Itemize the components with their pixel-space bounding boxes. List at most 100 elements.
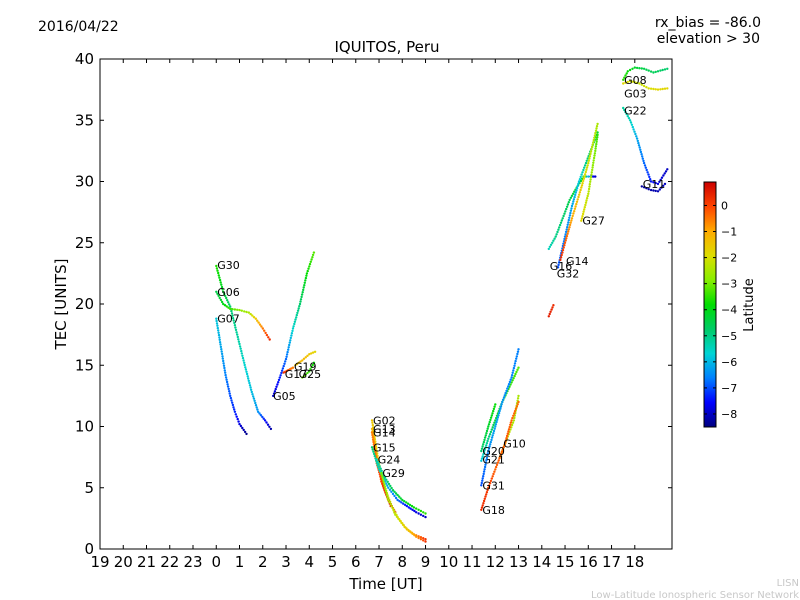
tec-point xyxy=(483,436,487,439)
tec-point xyxy=(625,72,628,75)
tec-point xyxy=(492,407,496,411)
tec-point xyxy=(584,170,587,174)
tec-point xyxy=(642,67,646,71)
tec-point xyxy=(226,385,230,388)
tec-point xyxy=(549,310,552,313)
tec-point xyxy=(588,185,591,188)
tec-point xyxy=(576,184,579,188)
tec-point xyxy=(506,432,509,435)
tec-point xyxy=(391,489,395,492)
tec-point xyxy=(556,230,559,234)
tec-point xyxy=(233,321,236,325)
tec-point xyxy=(245,310,248,314)
tec-point xyxy=(417,535,420,538)
tec-point xyxy=(226,383,229,386)
tec-point xyxy=(233,308,237,311)
tec-point xyxy=(552,304,555,307)
tec-point xyxy=(417,508,420,511)
tec-point xyxy=(639,150,643,154)
satellite-label: G07 xyxy=(217,313,240,326)
tec-point xyxy=(574,193,577,197)
tec-point xyxy=(510,376,513,379)
tec-point xyxy=(493,427,496,430)
tec-point xyxy=(516,352,519,356)
tec-point xyxy=(232,319,235,322)
tec-point xyxy=(585,168,588,171)
tec-point xyxy=(588,183,591,186)
tec-point xyxy=(388,500,391,504)
tec-point xyxy=(277,381,280,384)
tec-point xyxy=(220,350,223,353)
tec-point xyxy=(231,317,235,320)
tec-point xyxy=(492,429,496,433)
tec-point xyxy=(505,434,509,438)
tec-point xyxy=(573,195,576,199)
tec-point xyxy=(259,414,263,417)
tec-point xyxy=(513,412,516,415)
tec-point xyxy=(587,187,591,191)
tec-point xyxy=(241,356,245,360)
tec-point xyxy=(516,397,520,400)
tec-point xyxy=(498,457,501,460)
tec-point xyxy=(218,276,221,279)
tec-point xyxy=(241,354,244,357)
tec-point xyxy=(566,226,569,229)
satellite-label: G13 xyxy=(373,423,396,436)
tec-point xyxy=(220,352,224,356)
tec-point xyxy=(481,479,484,482)
tec-point xyxy=(216,324,219,327)
tec-point xyxy=(283,362,286,365)
tec-point xyxy=(549,243,553,246)
tec-point xyxy=(231,401,234,404)
tec-point xyxy=(485,491,489,494)
tec-point xyxy=(659,88,662,91)
tec-point xyxy=(583,173,587,176)
tec-point xyxy=(593,152,597,155)
tec-point xyxy=(566,203,570,206)
satellite-label: G05 xyxy=(273,390,296,403)
tec-point xyxy=(300,293,304,296)
x-tick-label: 14 xyxy=(532,553,551,571)
tec-point xyxy=(482,470,486,473)
tec-point xyxy=(258,323,262,326)
tec-point xyxy=(583,175,586,178)
tec-point xyxy=(485,429,489,433)
tec-point xyxy=(583,208,586,211)
tec-point xyxy=(663,87,667,90)
tec-point xyxy=(489,479,493,483)
tec-point xyxy=(594,129,598,132)
tec-point xyxy=(272,392,276,395)
x-tick-label: 3 xyxy=(281,553,291,571)
tec-point xyxy=(280,371,283,375)
tec-point xyxy=(631,67,634,71)
tec-point xyxy=(385,492,388,495)
tec-point xyxy=(234,328,238,332)
tec-point xyxy=(635,81,639,85)
tec-point xyxy=(553,237,556,240)
tec-point xyxy=(564,239,567,242)
tec-point xyxy=(642,84,646,88)
tec-point xyxy=(297,307,300,310)
tec-point xyxy=(261,415,264,419)
tec-point xyxy=(558,223,562,227)
tec-point xyxy=(656,182,660,186)
tec-point xyxy=(228,392,231,395)
tec-point xyxy=(422,511,425,514)
tec-point xyxy=(487,423,491,426)
tec-point xyxy=(492,472,495,476)
tec-point xyxy=(494,425,497,428)
tec-point xyxy=(589,178,592,181)
tec-point xyxy=(482,499,486,503)
tec-point xyxy=(243,363,246,367)
tec-point xyxy=(645,187,648,190)
tec-point xyxy=(482,453,485,456)
x-tick-label: 19 xyxy=(90,553,109,571)
tec-point xyxy=(512,377,515,380)
tec-point xyxy=(484,446,487,449)
tec-point xyxy=(373,445,376,448)
tec-point xyxy=(496,416,499,419)
tec-point xyxy=(243,310,246,313)
tec-point xyxy=(581,212,585,216)
tec-point xyxy=(253,399,256,402)
